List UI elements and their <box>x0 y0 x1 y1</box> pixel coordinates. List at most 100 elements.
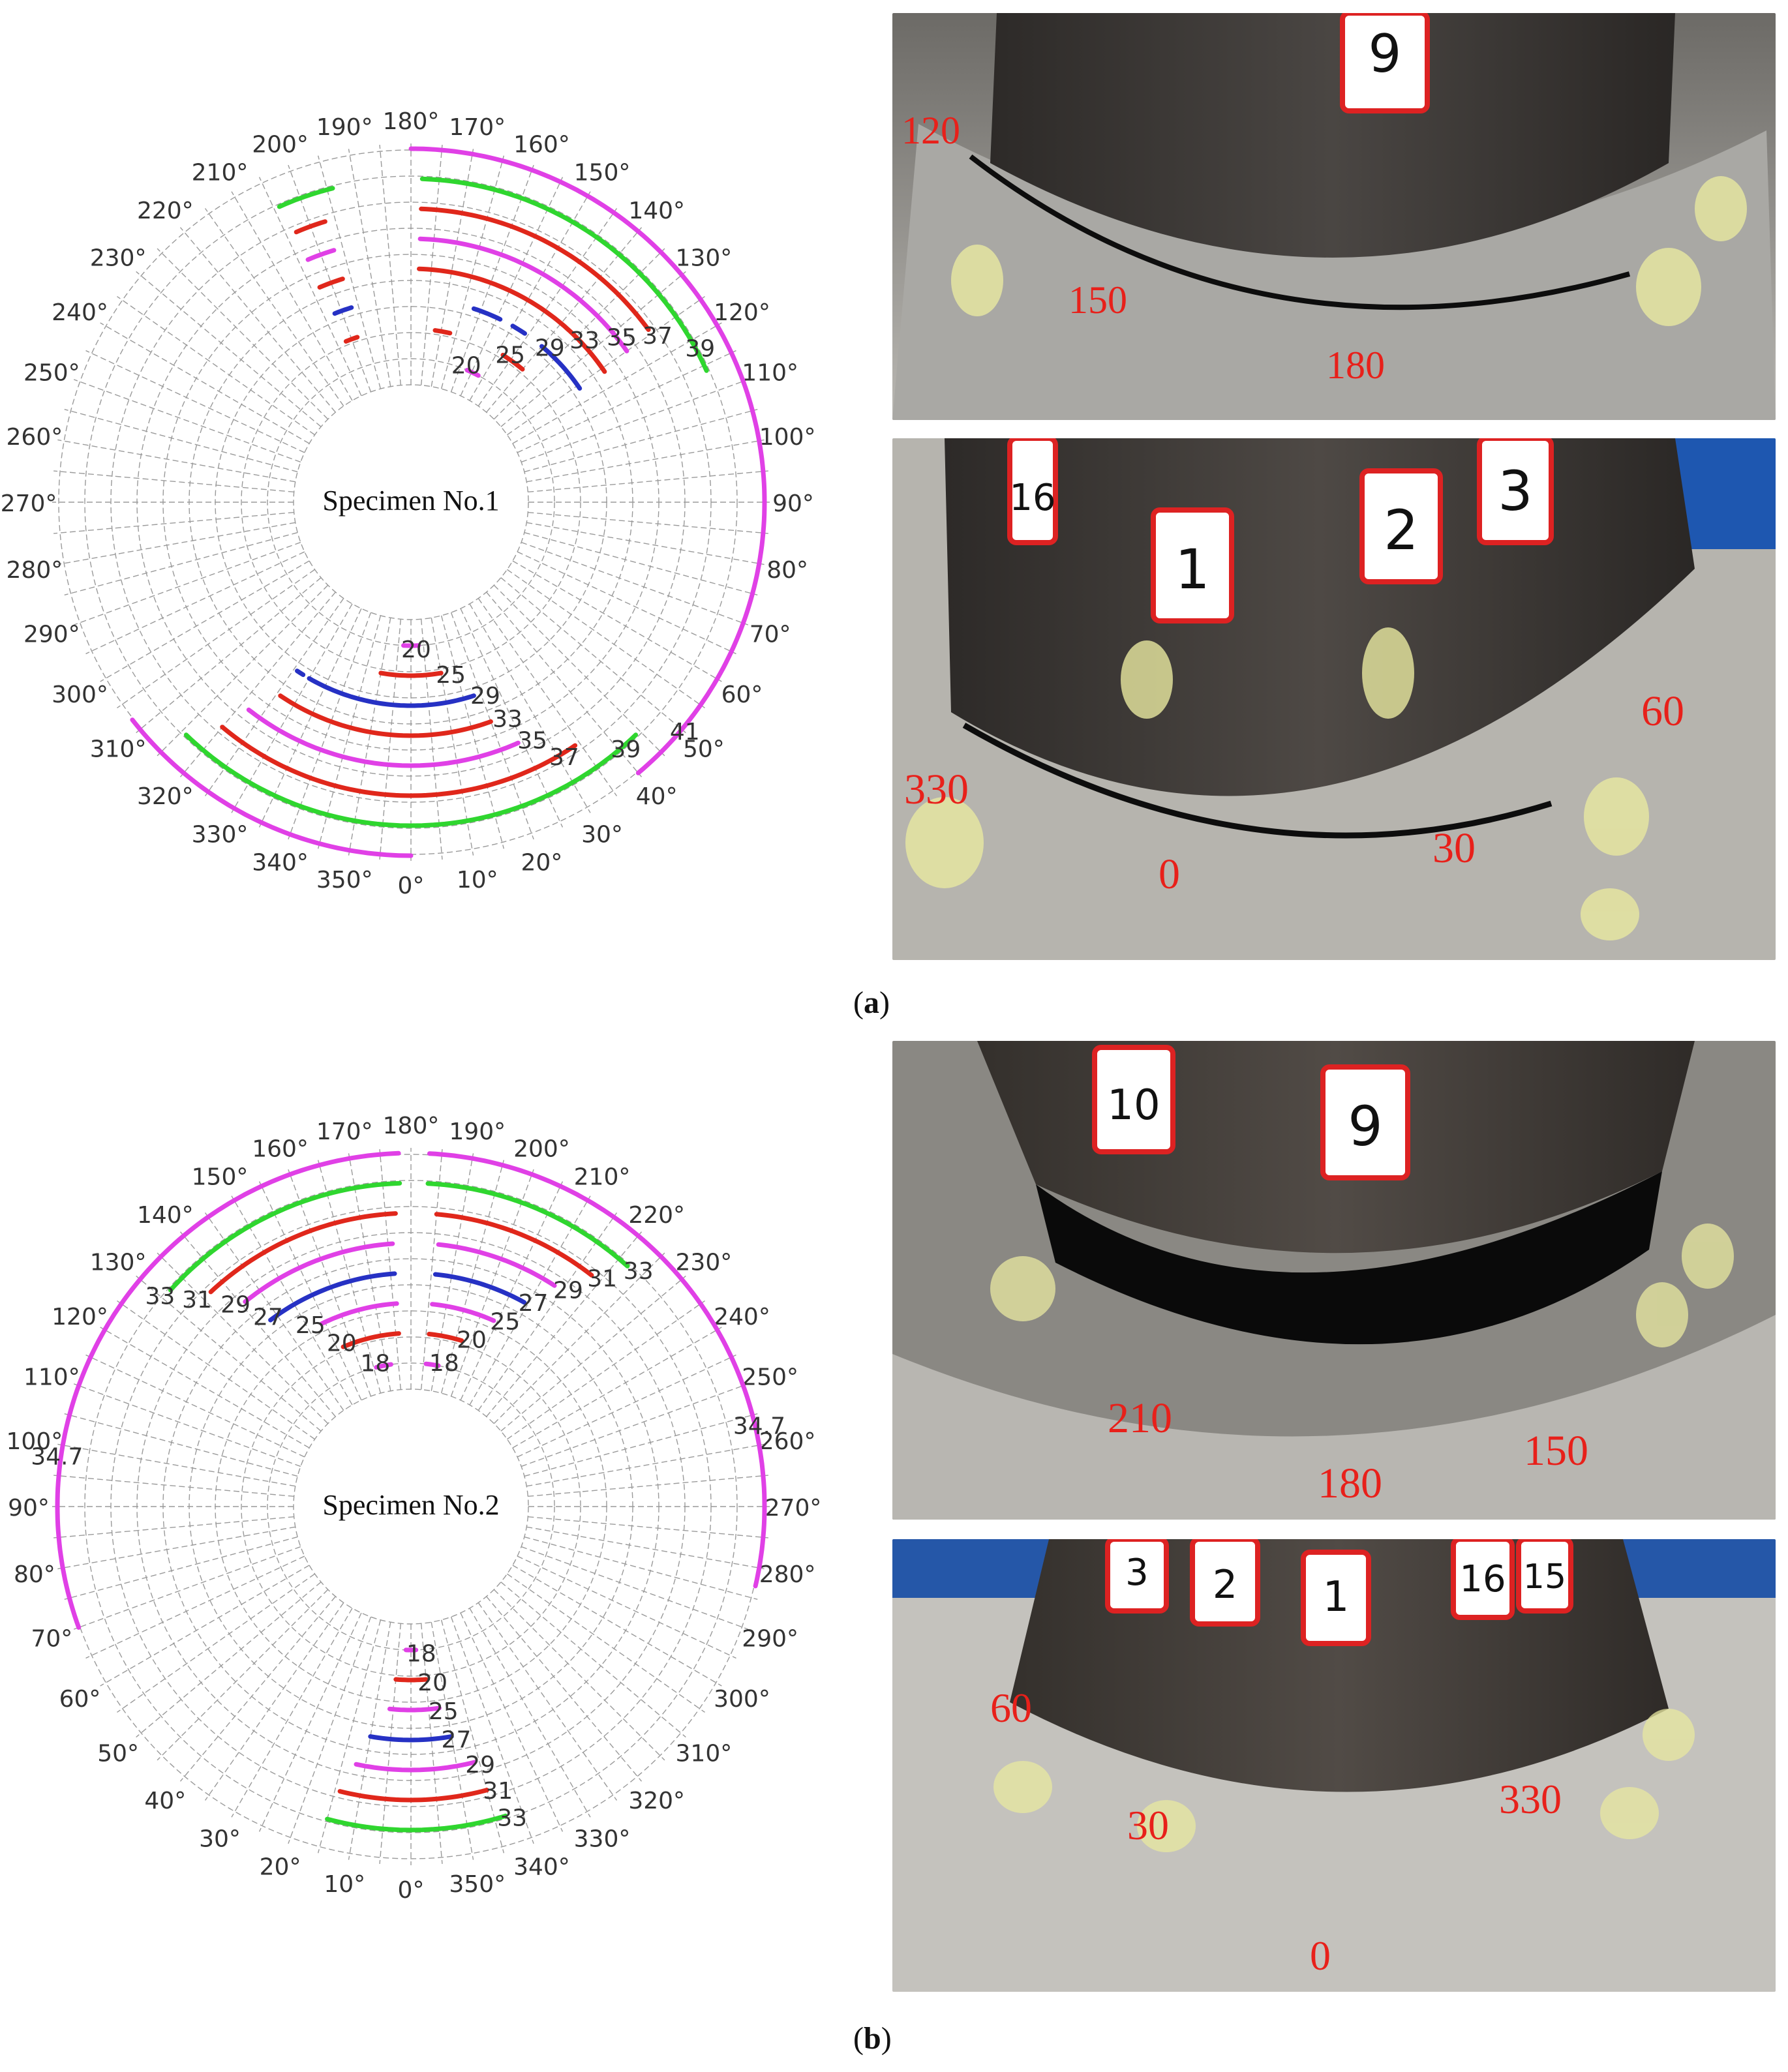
grid-spoke <box>85 350 305 453</box>
grid-spoke <box>450 612 534 840</box>
grid-spoke <box>524 1413 758 1477</box>
crack-arc <box>430 1302 496 1323</box>
grid-spoke <box>440 1619 505 1854</box>
photo-angle-label: 180 <box>1326 344 1385 387</box>
crack-cycle-label: 29 <box>220 1292 250 1319</box>
grid-spoke <box>512 560 722 682</box>
grid-circle <box>267 1362 555 1651</box>
photo-tag-number: 2 <box>1384 498 1418 562</box>
grid-spoke <box>420 1149 443 1390</box>
angle-tick-label: 150° <box>192 1164 249 1191</box>
angle-tick-label: 30° <box>199 1825 241 1852</box>
grid-spoke <box>486 1596 643 1782</box>
grid-spoke <box>136 577 322 734</box>
angle-tick-label: 90° <box>772 490 814 517</box>
crack-arc <box>419 206 651 332</box>
photo-tag-number: 16 <box>1459 1558 1506 1600</box>
grid-spoke <box>524 532 758 596</box>
crack-arc <box>408 146 767 775</box>
angle-tick-label: 90° <box>8 1495 50 1522</box>
photo-tag-number: 1 <box>1175 537 1209 601</box>
crack-cycle-label: 25 <box>490 1309 520 1336</box>
grid-spoke <box>73 1546 301 1630</box>
angle-tick-label: 140° <box>628 198 685 224</box>
crack-arc <box>471 306 503 322</box>
grid-spoke <box>469 603 591 813</box>
angle-tick-label: 350° <box>316 867 373 893</box>
grid-spoke <box>348 149 391 387</box>
photo-angle-label: 120 <box>902 109 960 152</box>
angle-tick-label: 0° <box>398 1877 425 1904</box>
grid-spoke <box>507 569 705 709</box>
angle-tick-label: 110° <box>23 1364 80 1391</box>
grid-spoke <box>521 1546 749 1630</box>
grid-spoke <box>317 1619 382 1854</box>
grid-spoke <box>440 1160 505 1394</box>
grid-circle <box>84 175 738 829</box>
photo-tag-number: 10 <box>1107 1081 1160 1130</box>
crack-arc <box>387 1705 442 1713</box>
crack-arc <box>368 1734 454 1743</box>
grid-spoke <box>486 227 643 413</box>
crack-cycle-label: 39 <box>685 335 715 362</box>
crack-arc <box>317 277 345 290</box>
grid-spoke <box>500 271 686 427</box>
angle-tick-label: 30° <box>581 821 623 848</box>
crack-cycle-label: 18 <box>360 1351 390 1377</box>
grid-spoke <box>231 1195 353 1405</box>
crack-arc <box>295 668 306 678</box>
angle-tick-label: 300° <box>714 1686 770 1713</box>
crack-arc <box>539 344 583 391</box>
crack-cycle-label: 25 <box>429 1698 459 1725</box>
angle-tick-label: 200° <box>252 131 309 158</box>
grid-spoke <box>450 1616 534 1844</box>
crack-cycle-label: 33 <box>497 1805 527 1831</box>
caption-b: (b) <box>853 2021 892 2056</box>
grid-spoke <box>486 1231 643 1417</box>
grid-spoke <box>524 1536 758 1600</box>
angle-tick-label: 340° <box>252 850 309 877</box>
grid-spoke <box>420 1623 443 1864</box>
crack-arc <box>168 1180 402 1293</box>
crack-cycle-label: 35 <box>607 325 637 352</box>
angle-tick-label: 170° <box>449 114 506 141</box>
angle-tick-label: 200° <box>513 1135 570 1162</box>
grid-spoke <box>517 1354 736 1458</box>
angle-tick-label: 310° <box>90 736 147 763</box>
grid-spoke <box>477 208 618 406</box>
crack-arc <box>278 693 493 738</box>
grid-spoke <box>486 592 643 777</box>
angle-tick-label: 20° <box>521 850 563 877</box>
crack-cycle-label: 37 <box>643 323 673 350</box>
grid-spoke <box>204 1602 344 1801</box>
angle-tick-label: 130° <box>676 245 733 271</box>
crack-cycle-label: 29 <box>465 1752 495 1779</box>
grid-spoke <box>517 551 736 655</box>
angle-tick-label: 20° <box>260 1854 301 1881</box>
crack-arc <box>246 707 521 768</box>
chart-title: Specimen No.1 <box>322 485 499 517</box>
grid-spoke <box>157 248 329 420</box>
grid-spoke <box>500 1275 686 1432</box>
angle-tick-label: 250° <box>742 1364 798 1391</box>
grid-spoke <box>204 1212 344 1411</box>
photo-specimen-1-crack-top: 9 120 150 180 <box>892 13 1776 420</box>
crack-cycle-label: 39 <box>611 736 641 763</box>
angle-tick-label: 170° <box>316 1119 373 1145</box>
angle-tick-label: 120° <box>52 1304 108 1330</box>
photo-angle-label: 30 <box>1127 1802 1169 1848</box>
grid-spoke <box>317 1160 382 1394</box>
angle-tick-label: 260° <box>759 1428 816 1455</box>
grid-spoke <box>231 191 353 401</box>
crack-arc <box>332 305 354 316</box>
photo-angle-label: 330 <box>904 766 969 813</box>
grid-spoke <box>136 271 322 427</box>
angle-tick-label: 0° <box>398 873 425 899</box>
crack-cycle-label: 20 <box>457 1327 487 1353</box>
crack-arc <box>423 1361 441 1368</box>
crack-arc <box>432 1272 527 1305</box>
angle-tick-label: 300° <box>52 682 108 708</box>
grid-spoke <box>348 618 391 856</box>
grid-circle <box>84 1180 738 1833</box>
angle-tick-label: 330° <box>192 821 249 848</box>
